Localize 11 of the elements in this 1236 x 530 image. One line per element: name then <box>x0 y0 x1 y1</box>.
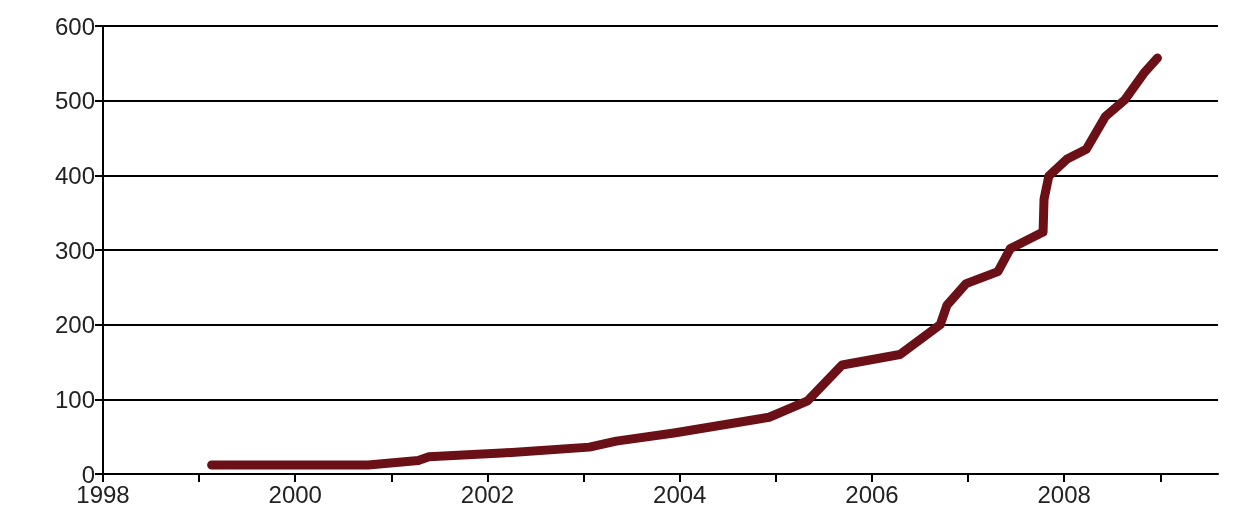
x-tick-label: 2006 <box>845 480 899 508</box>
y-tick-label: 100 <box>54 385 95 413</box>
y-tick-label: 200 <box>54 311 95 339</box>
x-tick-label: 2004 <box>653 480 707 508</box>
y-tick-label: 400 <box>54 161 95 189</box>
y-tick-label: 600 <box>54 12 95 40</box>
x-tick-label: 2000 <box>268 480 322 508</box>
x-tick-label: 2008 <box>1037 480 1091 508</box>
y-tick-label: 500 <box>54 87 95 115</box>
x-tick-label: 2002 <box>460 480 515 508</box>
y-tick-label: 300 <box>54 236 95 264</box>
